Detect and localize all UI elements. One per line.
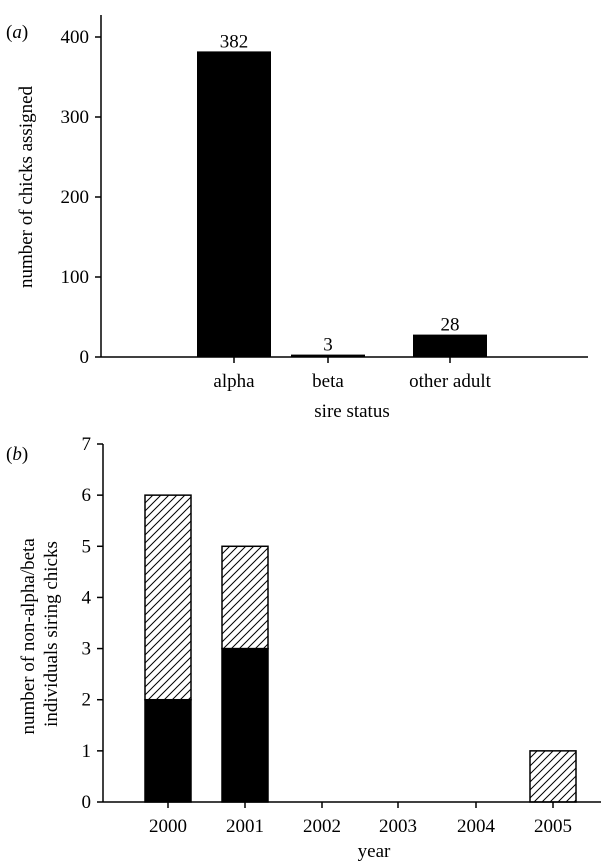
- panel-a-x-axis: alpha beta other adult: [101, 356, 588, 392]
- panel-a-y-tick-label: 100: [61, 267, 90, 288]
- panel-a-y-tick-label: 0: [80, 347, 90, 368]
- panel-a-y-axis: 0 100 200 300 400: [61, 15, 102, 368]
- panel-a-y-tick-label: 400: [61, 27, 90, 48]
- panel-b-label: (b): [6, 444, 28, 465]
- panel-b-x-tick-label: 2001: [226, 816, 264, 837]
- panel-b-y-tick-label: 2: [82, 690, 92, 711]
- panel-b-x-tick-label: 2003: [379, 816, 417, 837]
- panel-a-label: (a): [6, 22, 28, 43]
- panel-b-y-axis: 0 1 2 3 4 5 6 7: [82, 434, 104, 813]
- panel-a-y-tick-label: 200: [61, 187, 90, 208]
- panel-a-data-label: 28: [441, 315, 460, 336]
- panel-b-y-tick-label: 1: [82, 741, 92, 762]
- panel-b-y-tick-label: 5: [82, 536, 92, 557]
- panel-a-bar: [413, 334, 487, 357]
- panel-a-y-axis-title: number of chicks assigned: [16, 85, 37, 288]
- panel-b-x-tick-label: 2005: [534, 816, 572, 837]
- panel-a-bar: [291, 354, 365, 357]
- panel-a-x-tick-label: other adult: [409, 371, 492, 392]
- panel-b-bar-segment: [144, 494, 192, 701]
- panel-b-bar-segment: [221, 647, 269, 803]
- panel-a-y-tick-label: 300: [61, 107, 90, 128]
- panel-b-y-tick-label: 3: [82, 639, 92, 660]
- panel-b-x-tick-label: 2000: [149, 816, 187, 837]
- panel-b-y-tick-label: 4: [82, 587, 92, 608]
- panel-b-x-tick-label: 2002: [303, 816, 341, 837]
- panel-a-data-label: 3: [323, 335, 333, 356]
- panel-b-y-tick-label: 7: [82, 434, 92, 455]
- panel-b-bar-segment: [221, 545, 269, 650]
- panel-b-bar-segment: [144, 698, 192, 803]
- panel-b-y-axis-title-line-2: individuals siring chicks: [41, 541, 62, 727]
- panel-a-x-tick-label: alpha: [213, 371, 255, 392]
- panel-a-data-label: 382: [220, 31, 249, 52]
- panel-a-x-axis-title: sire status: [314, 401, 389, 422]
- panel-b: (b) 0 1 2 3 4 5 6 7 2000 2001 2002 2003 2004 2005 nu…: [6, 434, 601, 862]
- panel-b-y-axis-title-line-1: number of non-alpha/beta: [18, 538, 39, 735]
- panel-a-bar: [197, 51, 271, 358]
- panel-b-bars: [144, 494, 577, 803]
- panel-b-x-axis: 2000 2001 2002 2003 2004 2005: [103, 801, 601, 837]
- panel-b-x-axis-title: year: [358, 841, 391, 862]
- panel-a: (a) 0 100 200 300 400 382 3 28 alpha beta other …: [6, 15, 588, 422]
- panel-b-y-tick-label: 0: [82, 792, 92, 813]
- panel-b-bar-segment: [529, 750, 577, 803]
- panel-b-y-tick-label: 6: [82, 485, 92, 506]
- panel-b-y-axis-title: number of non-alpha/beta individuals sir…: [18, 533, 62, 734]
- panel-b-x-tick-label: 2004: [457, 816, 496, 837]
- panel-a-bars: 382 3 28: [197, 31, 487, 358]
- panel-a-x-tick-label: beta: [312, 371, 344, 392]
